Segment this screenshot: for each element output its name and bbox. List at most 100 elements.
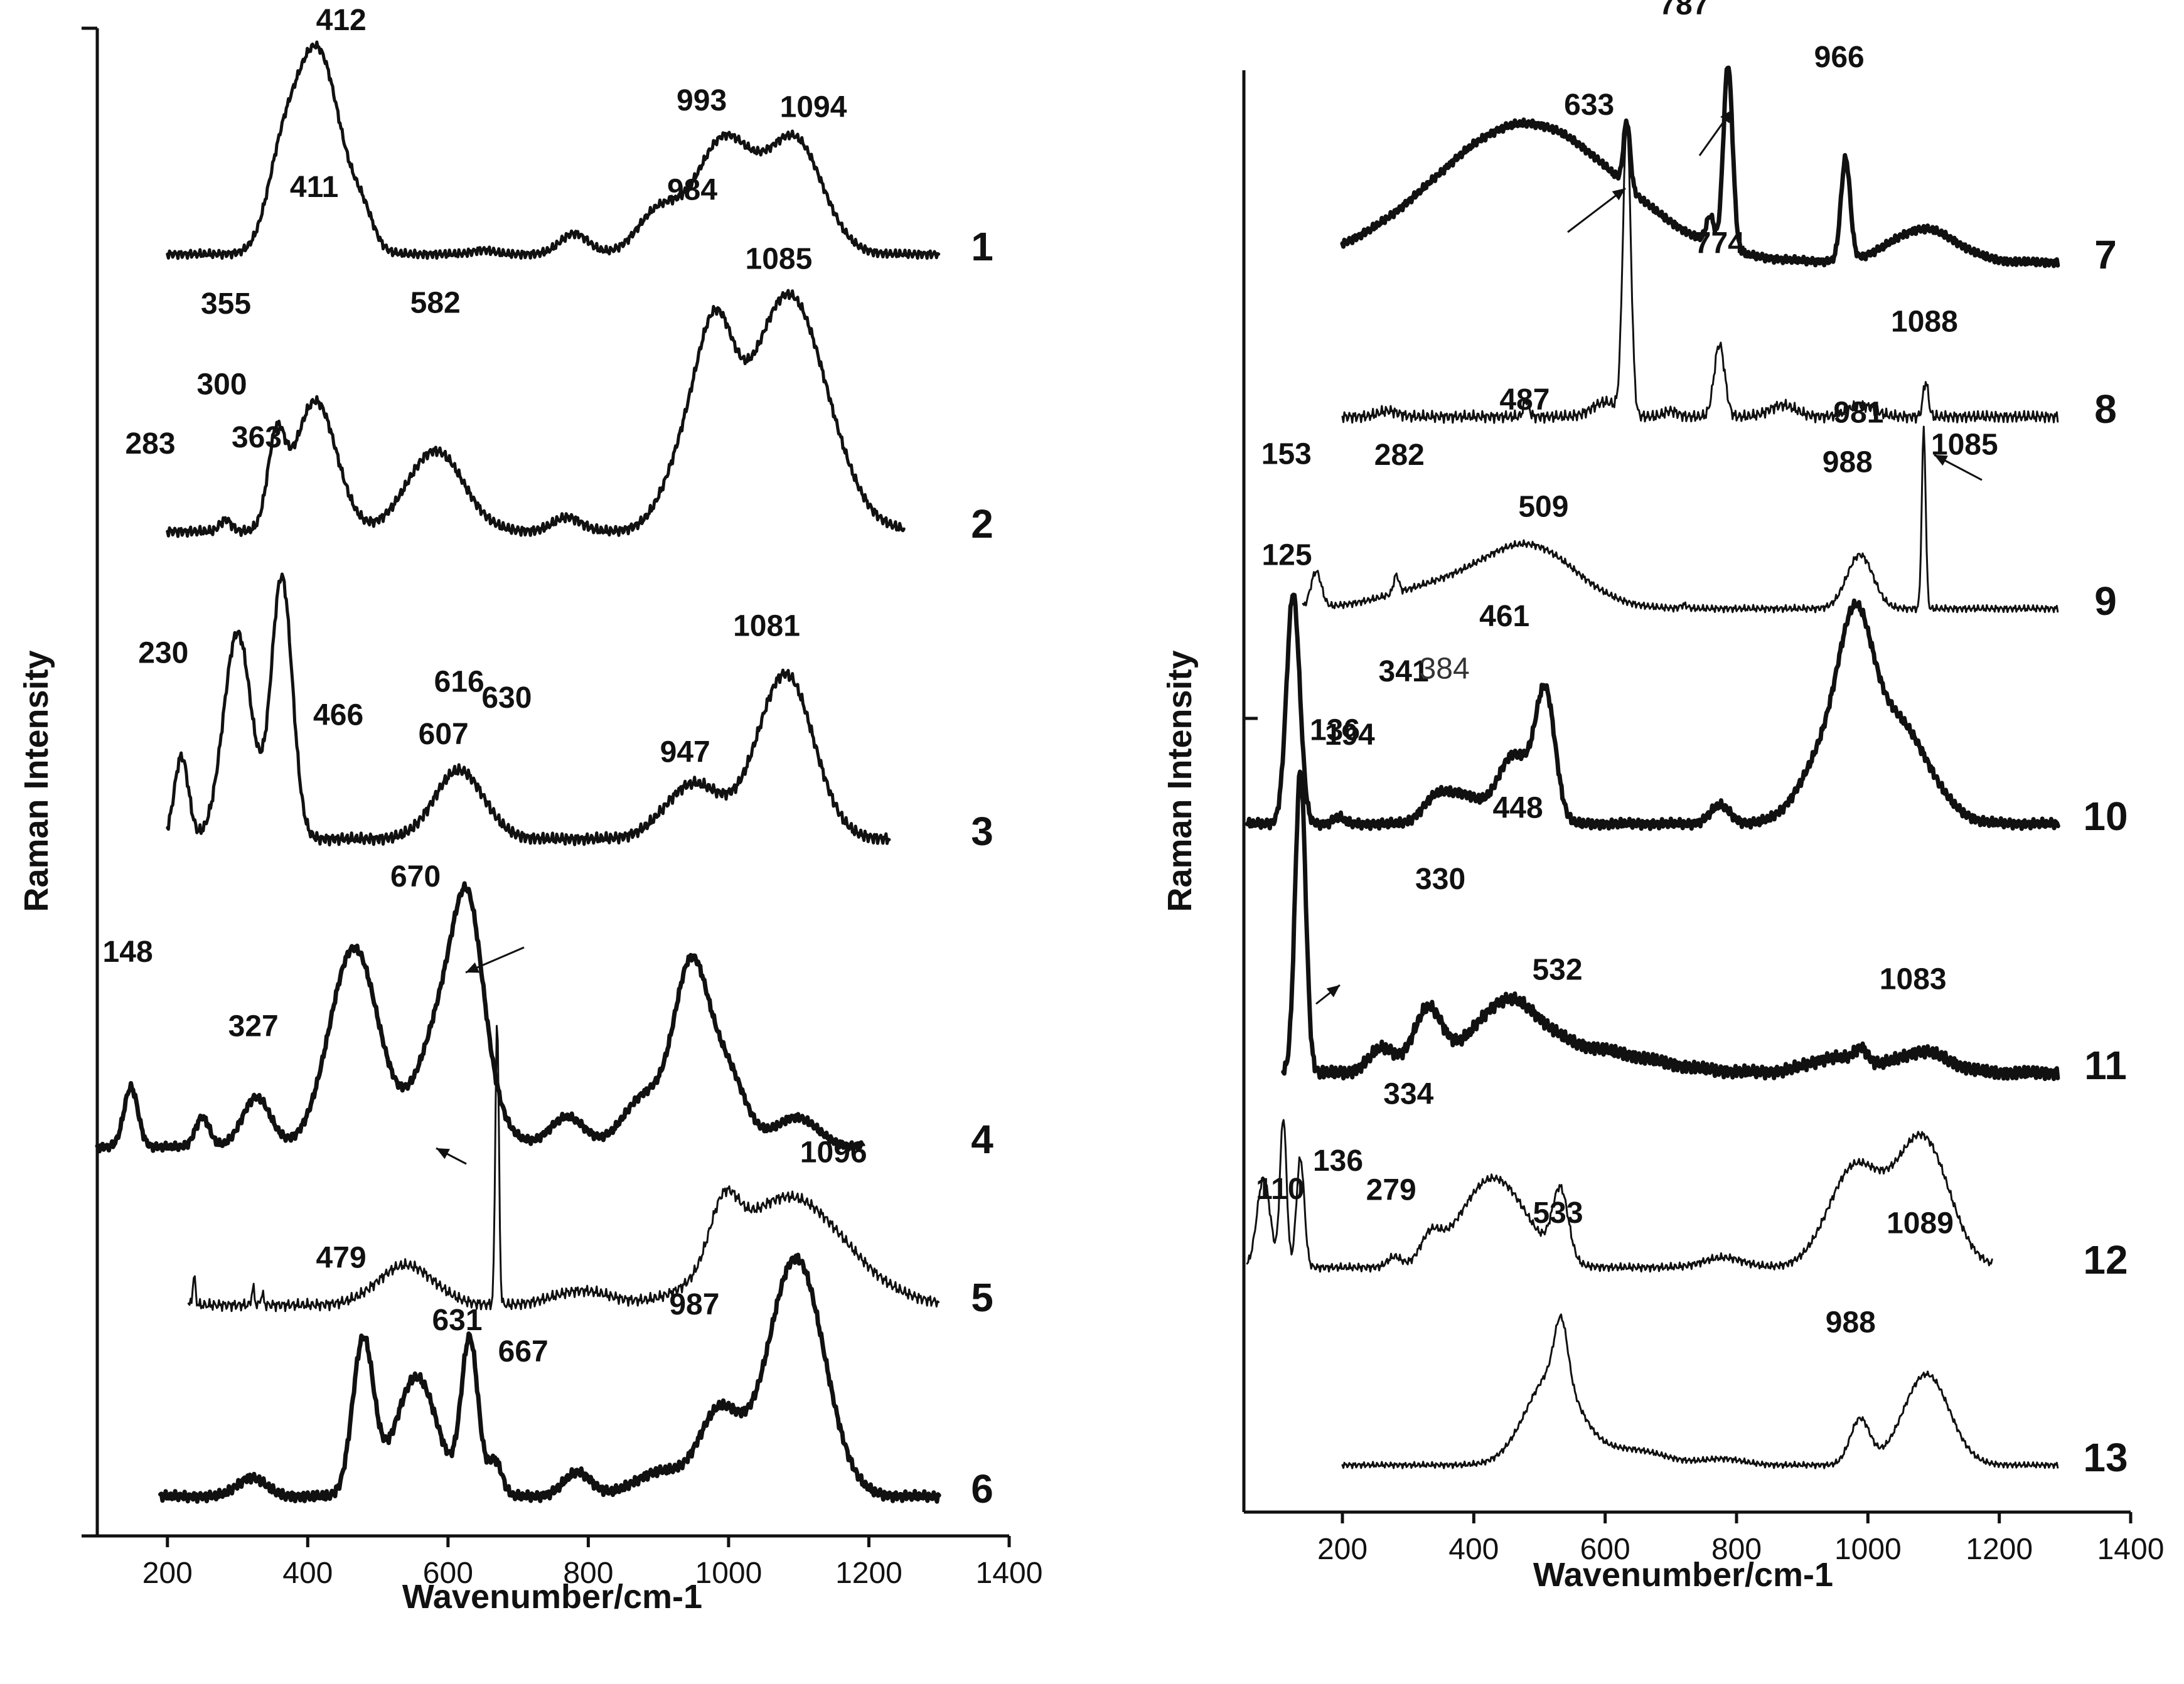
peak-label: 630 [481, 681, 532, 715]
spectrum-line [1302, 425, 2059, 614]
peak-label: 774 [1694, 227, 1745, 260]
x-tick-label: 1000 [1834, 1533, 1902, 1566]
peak-label: 1083 [1880, 962, 1947, 996]
peak-label: 670 [390, 860, 441, 893]
peak-label: 616 [434, 666, 484, 699]
arrow-head [1612, 188, 1625, 201]
peak-label: 341 [1379, 655, 1429, 688]
peak-label: 947 [660, 736, 710, 769]
spectrum-1: 1 412 993 1094 [166, 4, 993, 269]
spectrum-5: 5 670 [187, 860, 993, 1320]
spectrum-line [166, 572, 891, 847]
peak-label: 110 [1256, 1173, 1304, 1206]
peak-label: 136 [1310, 713, 1360, 747]
series-number: 2 [971, 501, 993, 546]
peak-label: 1081 [733, 610, 800, 643]
peak-label: 633 [1564, 88, 1614, 122]
peak-label: 411 [290, 171, 338, 204]
x-tick-label: 1200 [835, 1557, 902, 1590]
series-number: 9 [2094, 578, 2117, 624]
peak-label: 461 [1479, 600, 1529, 633]
series-number: 5 [971, 1275, 993, 1320]
peak-label: 466 [313, 699, 363, 732]
arrow-head [1720, 110, 1732, 124]
peak-label: 987 [669, 1288, 719, 1321]
x-tick-label: 800 [563, 1557, 613, 1590]
peak-label: 334 [1383, 1078, 1433, 1111]
right-x-axis-title: Wavenumber/cm-1 [1533, 1556, 1833, 1594]
peak-label: 532 [1532, 954, 1582, 987]
peak-label: 153 [1261, 437, 1312, 471]
x-tick-label: 1400 [976, 1557, 1043, 1590]
peak-label: 282 [1374, 439, 1425, 472]
spectrum-6: 6 479 631 667 987 1096 [158, 1136, 993, 1511]
peak-label: 479 [316, 1241, 367, 1274]
arrow-head [466, 962, 479, 973]
spectrum-2: 2 411 355 283 363 582 984 1085 [125, 171, 993, 546]
series-number: 4 [971, 1117, 993, 1162]
peak-label: 1088 [1891, 306, 1958, 339]
series-number: 13 [2083, 1435, 2128, 1480]
x-tick-label: 600 [423, 1557, 473, 1590]
peak-label: 988 [1823, 445, 1873, 479]
right-panel: 200 400 600 800 1000 1200 1400 Raman Intensity… [1161, 0, 2164, 1594]
series-number: 10 [2083, 794, 2128, 839]
peak-label: 412 [316, 4, 367, 37]
spectrum-line [187, 1025, 940, 1313]
peak-label: 787 [1659, 0, 1709, 21]
peak-label: 607 [419, 718, 469, 751]
left-panel: 200 400 600 800 1000 1200 1400 Raman Intensity… [18, 4, 1042, 1616]
peak-label: 993 [677, 84, 727, 117]
series-number: 6 [971, 1466, 993, 1511]
spectrum-3: 3 300 230 616 1081 [138, 368, 993, 854]
peak-label: 631 [432, 1304, 482, 1337]
peak-label: 988 [1826, 1306, 1876, 1339]
left-x-ticks: 200 400 600 800 1000 1200 1400 [142, 1536, 1043, 1590]
x-tick-label: 400 [282, 1557, 333, 1590]
x-tick-label: 1400 [2097, 1533, 2165, 1566]
spectrum-7: 7 633 787 966 [1340, 0, 2117, 277]
peak-label: 1094 [780, 90, 847, 124]
spectrum-13: 13 533 988 1089 [1341, 1196, 2128, 1480]
peak-label: 448 [1493, 791, 1543, 824]
peak-label: 194 [1325, 718, 1375, 752]
peak-label: 327 [228, 1010, 279, 1043]
spectrum-line [166, 289, 906, 538]
peak-label: 384 [1420, 652, 1470, 685]
peak-label: 981 [1833, 396, 1883, 429]
x-tick-label: 800 [1711, 1533, 1762, 1566]
x-tick-label: 600 [1580, 1533, 1630, 1566]
x-tick-label: 1200 [1966, 1533, 2033, 1566]
peak-label: 582 [410, 286, 461, 319]
peak-label: 966 [1814, 41, 1865, 74]
x-tick-label: 200 [142, 1557, 193, 1590]
peak-label: 1085 [746, 243, 813, 276]
peak-label: 300 [196, 368, 247, 401]
x-tick-label: 200 [1317, 1533, 1368, 1566]
spectrum-line [1341, 124, 2059, 424]
peak-label: 667 [498, 1335, 549, 1368]
spectrum-line [1245, 592, 2060, 831]
peak-label: 355 [201, 287, 251, 321]
peak-label: 148 [103, 935, 153, 969]
spectrum-line [1281, 769, 2060, 1082]
left-y-axis-title: Raman Intensity [18, 650, 55, 912]
spectrum-4: 4 148 327 466 607 630 947 [95, 681, 993, 1162]
arrow-head [436, 1148, 450, 1159]
peak-label: 509 [1518, 490, 1568, 523]
spectrum-line [95, 881, 864, 1154]
peak-label: 230 [138, 637, 188, 670]
spectrum-line [1341, 1313, 2059, 1469]
series-number: 7 [2094, 232, 2117, 277]
peak-label: 125 [1261, 539, 1312, 572]
peak-label: 487 [1499, 383, 1550, 417]
spectrum-line [158, 1252, 941, 1504]
peak-label: 330 [1415, 863, 1465, 896]
spectrum-line [166, 40, 941, 260]
peak-label: 984 [667, 174, 717, 207]
spectrum-11: 11 136 330 448 1083 [1281, 713, 2127, 1088]
annotation-arrows [436, 109, 1983, 1165]
x-tick-label: 400 [1448, 1533, 1499, 1566]
series-number: 3 [971, 809, 993, 854]
